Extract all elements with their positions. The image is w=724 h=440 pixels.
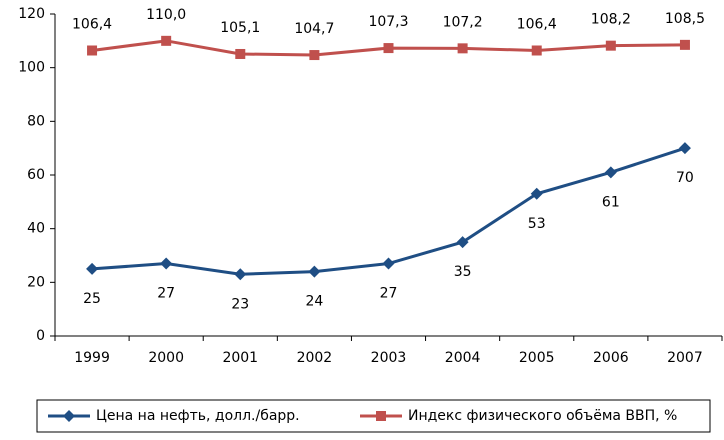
data-label: 108,5 — [665, 11, 705, 27]
point — [161, 35, 172, 46]
x-tick-label: 2000 — [148, 350, 184, 366]
y-tick-label: 60 — [27, 167, 45, 183]
point — [382, 257, 395, 270]
point — [383, 43, 394, 54]
point — [531, 45, 542, 56]
data-label: 105,1 — [220, 20, 260, 36]
data-label: 107,2 — [443, 14, 483, 30]
y-tick-label: 80 — [27, 113, 45, 129]
data-label: 70 — [676, 170, 694, 186]
legend-label: Индекс физического объёма ВВП, % — [408, 408, 677, 424]
data-label: 108,2 — [591, 12, 631, 28]
data-label: 24 — [305, 294, 323, 310]
data-label: 104,7 — [294, 21, 334, 37]
x-tick-label: 2002 — [297, 350, 333, 366]
point — [678, 142, 691, 155]
data-label: 23 — [231, 296, 249, 312]
point — [457, 43, 468, 54]
data-label: 106,4 — [72, 16, 112, 32]
point — [308, 265, 321, 278]
data-label: 27 — [380, 286, 398, 302]
point — [86, 262, 99, 275]
legend-label: Цена на нефть, долл./барр. — [96, 408, 300, 424]
x-tick-label: 2007 — [667, 350, 703, 366]
point — [679, 39, 690, 50]
data-label: 35 — [454, 264, 472, 280]
series-line — [91, 146, 686, 276]
y-tick-label: 20 — [27, 274, 45, 290]
point — [456, 236, 469, 249]
data-label: 53 — [528, 216, 546, 232]
x-tick-label: 2006 — [593, 350, 629, 366]
data-label: 61 — [602, 194, 620, 210]
x-tick-label: 2003 — [371, 350, 407, 366]
x-tick-label: 1999 — [74, 350, 110, 366]
legend-marker — [376, 411, 386, 421]
y-tick-label: 100 — [18, 60, 45, 76]
data-label: 25 — [83, 291, 101, 307]
y-tick-label: 0 — [36, 328, 45, 344]
legend-box — [36, 399, 711, 433]
data-label: 107,3 — [368, 14, 408, 30]
x-tick-label: 2001 — [222, 350, 258, 366]
data-label: 106,4 — [517, 16, 557, 32]
data-label: 27 — [157, 286, 175, 302]
point — [234, 268, 247, 281]
x-tick-label: 2004 — [445, 350, 481, 366]
point — [605, 40, 616, 51]
point — [160, 257, 173, 270]
point — [530, 187, 543, 200]
data-label: 110,0 — [146, 7, 186, 23]
point — [235, 48, 246, 59]
y-tick-label: 40 — [27, 221, 45, 237]
point — [604, 166, 617, 179]
point — [309, 50, 320, 61]
x-tick-label: 2005 — [519, 350, 555, 366]
y-tick-label: 120 — [18, 6, 45, 22]
legend-marker — [63, 410, 75, 422]
point — [87, 45, 98, 56]
